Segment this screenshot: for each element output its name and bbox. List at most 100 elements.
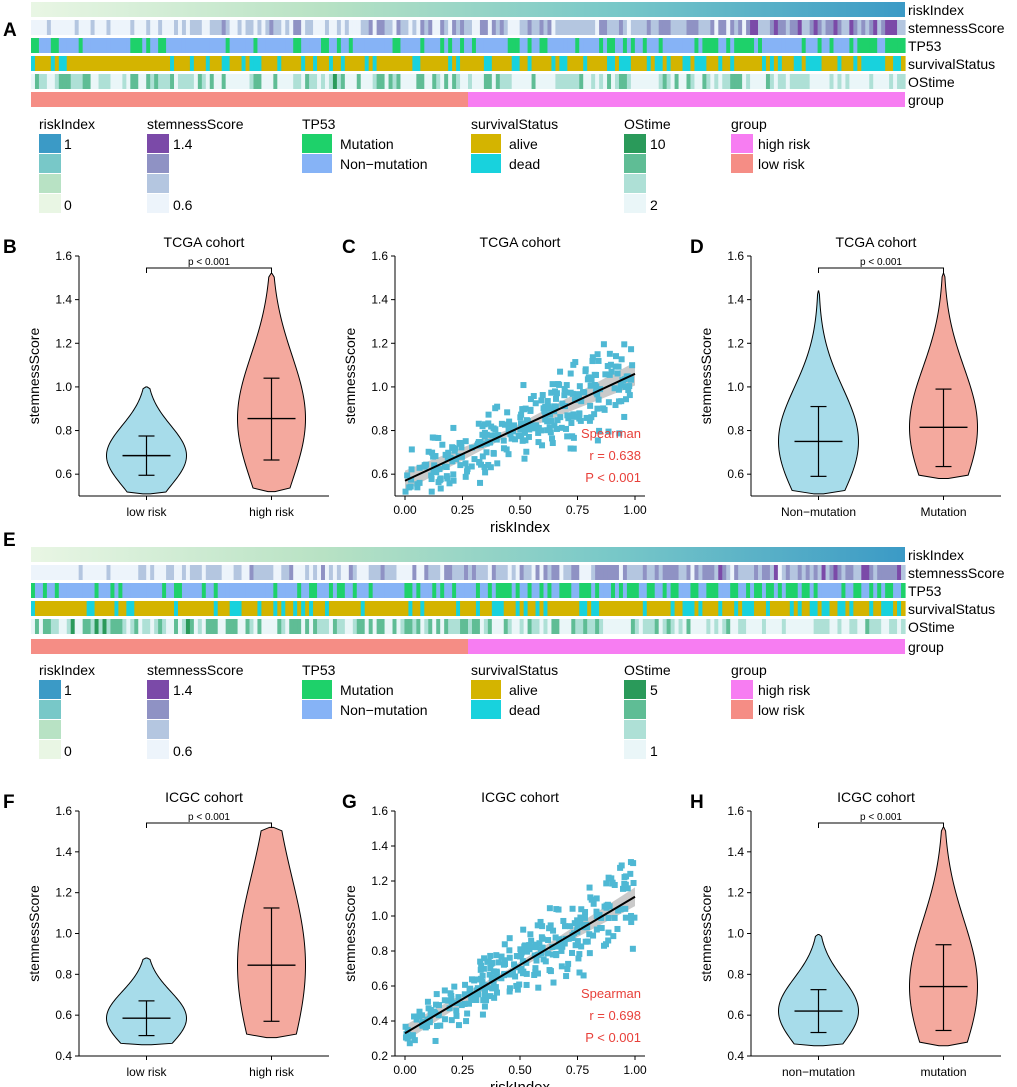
scatter-point [560, 917, 567, 924]
heatmap-cell [78, 38, 84, 53]
heatmap-cell [257, 56, 263, 71]
y-tick-label: 0.8 [371, 944, 388, 958]
scatter-point [589, 354, 596, 361]
scatter-point [535, 424, 542, 431]
scatter-point [627, 870, 634, 877]
heatmap-cell [877, 601, 882, 616]
heatmap-cell [742, 619, 747, 634]
heatmap-cell [746, 56, 751, 71]
heatmap-cell [754, 20, 759, 35]
scatter-point [606, 903, 613, 910]
heatmap-cell [305, 20, 310, 35]
heatmap-cell [201, 583, 207, 598]
heatmap-cell [42, 565, 48, 580]
heatmap-cell [499, 74, 505, 89]
heatmap-cell [873, 56, 878, 71]
heatmap-cell [158, 74, 163, 89]
heatmap-cell [444, 565, 449, 580]
heatmap-cell [662, 565, 668, 580]
scatter-point [492, 974, 499, 981]
heatmap-cell [487, 583, 493, 598]
heatmap-cell [364, 38, 370, 53]
heatmap-cell [547, 601, 553, 616]
heatmap-cell [34, 565, 40, 580]
x-axis-label: riskIndex [490, 519, 551, 536]
heatmap-cell [217, 601, 223, 616]
scatter-point [432, 1037, 439, 1044]
heatmap-cell [31, 619, 36, 634]
scatter-point [614, 925, 621, 932]
scatter-point [403, 1030, 410, 1037]
scatter-point [457, 462, 464, 469]
heatmap-cell [31, 583, 36, 598]
heatmap-stripes [31, 56, 906, 71]
heatmap-cell [241, 601, 247, 616]
heatmap-cell [738, 56, 743, 71]
heatmap-cell [809, 619, 815, 634]
legend-item-low-risk: low risk [758, 156, 806, 172]
heatmap-cell [626, 619, 632, 634]
heatmap-cell [348, 56, 354, 71]
heatmap-cell [150, 74, 155, 89]
scatter-point [552, 934, 559, 941]
heatmap-cell [392, 38, 398, 53]
heatmap-cell [642, 56, 648, 71]
heatmap-cell [801, 38, 807, 53]
heatmap-cell [416, 619, 421, 634]
heatmap-cell [626, 583, 632, 598]
heatmap-cell [614, 583, 620, 598]
heatmap-cell [765, 38, 771, 53]
heatmap-cell [877, 583, 882, 598]
scatter-point [453, 1007, 460, 1014]
heatmap-cell [58, 74, 64, 89]
scatter-point [527, 931, 534, 938]
scatter-point [450, 424, 457, 431]
heatmap-cell [491, 74, 497, 89]
heatmap-cell [166, 20, 171, 35]
heatmap-cell [495, 583, 501, 598]
heatmap-cell [102, 74, 108, 89]
heatmap-cell [396, 38, 402, 53]
heatmap-cell [158, 565, 163, 580]
heatmap-cell [356, 74, 362, 89]
heatmap-cell [281, 20, 286, 35]
heatmap-cell [563, 56, 568, 71]
heatmap-cell [388, 74, 394, 89]
heatmap-cell [797, 74, 803, 89]
legend-item-high-risk: high risk [758, 682, 811, 698]
chart-title: TCGA cohort [480, 234, 561, 250]
heatmap-cell [142, 56, 147, 71]
heatmap-cell [380, 56, 386, 71]
scatter-point [536, 940, 543, 947]
scatter-point [483, 997, 490, 1004]
scatter-point [513, 953, 520, 960]
heatmap-cell [158, 56, 163, 71]
heatmap-cell [642, 583, 648, 598]
heatmap-cell [245, 619, 251, 634]
heatmap-cell [221, 601, 227, 616]
heatmap-cell [626, 601, 632, 616]
heatmap-cell [344, 74, 350, 89]
scatter-point [580, 972, 587, 979]
heatmap-cell [114, 74, 119, 89]
heatmap-cell [634, 619, 640, 634]
heatmap-cell [877, 38, 882, 53]
heatmap-cell [793, 601, 799, 616]
legend-item-mutation: Mutation [340, 682, 394, 698]
heatmap-cell [432, 601, 437, 616]
heatmap-cell [833, 565, 839, 580]
heatmap-cell [523, 74, 529, 89]
heatmap-cell [424, 583, 429, 598]
heatmap-cell [599, 74, 604, 89]
heatmap-cell [670, 601, 676, 616]
heatmap-cell [321, 619, 326, 634]
heatmap-cell [313, 56, 318, 71]
legend-swatch-mutation [302, 680, 332, 699]
heatmap-cell [666, 38, 672, 53]
scatter-point [439, 441, 446, 448]
scatter-point [615, 363, 622, 370]
scatter-point [526, 426, 533, 433]
scatter-point [549, 440, 556, 447]
heatmap-cell [372, 601, 378, 616]
heatmap-cell [869, 20, 874, 35]
